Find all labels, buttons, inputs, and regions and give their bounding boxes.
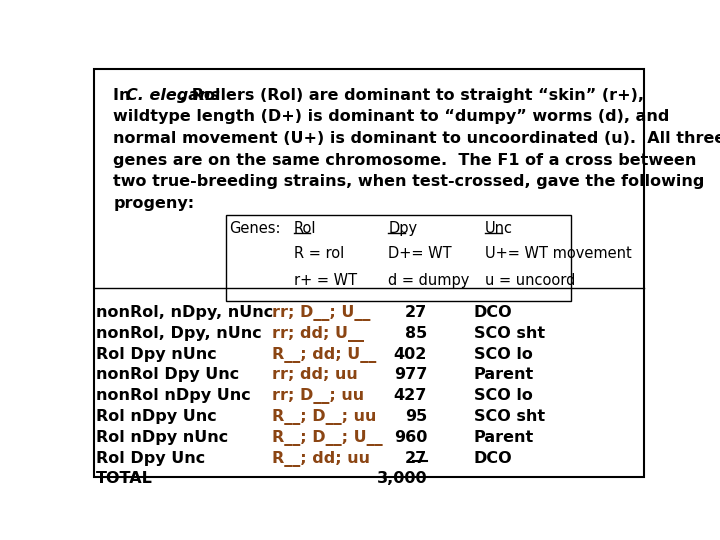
Text: TOTAL: TOTAL — [96, 471, 153, 487]
Text: Genes:: Genes: — [230, 221, 281, 236]
Text: d = dumpy: d = dumpy — [388, 273, 469, 288]
Text: D+= WT: D+= WT — [388, 246, 452, 261]
Text: Rol Dpy nUnc: Rol Dpy nUnc — [96, 347, 217, 362]
Text: 27: 27 — [405, 305, 427, 320]
Text: 977: 977 — [394, 367, 427, 382]
Text: normal movement (U+) is dominant to uncoordinated (u).  All three: normal movement (U+) is dominant to unco… — [113, 131, 720, 146]
Text: Rol nDpy nUnc: Rol nDpy nUnc — [96, 430, 228, 445]
Text: Rol Dpy Unc: Rol Dpy Unc — [96, 450, 205, 465]
Text: nonRol nDpy Unc: nonRol nDpy Unc — [96, 388, 251, 403]
Text: R__; D__; U__: R__; D__; U__ — [272, 430, 383, 446]
Text: 427: 427 — [394, 388, 427, 403]
Text: DCO: DCO — [474, 450, 512, 465]
Text: Parent: Parent — [474, 430, 534, 445]
Text: R__; dd; U__: R__; dd; U__ — [272, 347, 377, 363]
Text: wildtype length (D+) is dominant to “dumpy” worms (d), and: wildtype length (D+) is dominant to “dum… — [113, 110, 670, 124]
Text: Parent: Parent — [474, 367, 534, 382]
Text: genes are on the same chromosome.  The F1 of a cross between: genes are on the same chromosome. The F1… — [113, 153, 697, 167]
Text: R__; dd; uu: R__; dd; uu — [272, 450, 370, 467]
Text: rr; D__; U__: rr; D__; U__ — [272, 305, 371, 321]
Text: DCO: DCO — [474, 305, 512, 320]
Text: R__; D__; uu: R__; D__; uu — [272, 409, 377, 425]
Text: U+= WT movement: U+= WT movement — [485, 246, 632, 261]
Text: SCO lo: SCO lo — [474, 347, 533, 362]
Text: , Rollers (Rol) are dominant to straight “skin” (r+),: , Rollers (Rol) are dominant to straight… — [180, 88, 644, 103]
Text: Dpy: Dpy — [388, 221, 418, 236]
Text: SCO sht: SCO sht — [474, 326, 545, 341]
Text: SCO lo: SCO lo — [474, 388, 533, 403]
Text: 3,000: 3,000 — [377, 471, 427, 487]
Text: 960: 960 — [394, 430, 427, 445]
Text: Rol: Rol — [294, 221, 316, 236]
Text: 27: 27 — [405, 450, 427, 465]
Text: nonRol Dpy Unc: nonRol Dpy Unc — [96, 367, 240, 382]
Text: R = rol: R = rol — [294, 246, 344, 261]
Text: nonRol, nDpy, nUnc: nonRol, nDpy, nUnc — [96, 305, 274, 320]
Text: 85: 85 — [405, 326, 427, 341]
Text: nonRol, Dpy, nUnc: nonRol, Dpy, nUnc — [96, 326, 262, 341]
Text: u = uncoord: u = uncoord — [485, 273, 575, 288]
Text: SCO sht: SCO sht — [474, 409, 545, 424]
Text: C. elegans: C. elegans — [127, 88, 220, 103]
Text: Rol nDpy Unc: Rol nDpy Unc — [96, 409, 217, 424]
Text: rr; D__; uu: rr; D__; uu — [272, 388, 364, 404]
Text: In: In — [113, 88, 136, 103]
Text: progeny:: progeny: — [113, 195, 194, 211]
Text: rr; dd; uu: rr; dd; uu — [272, 367, 358, 382]
Bar — [225, 215, 570, 301]
Text: rr; dd; U__: rr; dd; U__ — [272, 326, 364, 342]
Text: 402: 402 — [394, 347, 427, 362]
Text: r+ = WT: r+ = WT — [294, 273, 357, 288]
Text: Unc: Unc — [485, 221, 513, 236]
Text: 95: 95 — [405, 409, 427, 424]
Text: two true-breeding strains, when test-crossed, gave the following: two true-breeding strains, when test-cro… — [113, 174, 705, 189]
